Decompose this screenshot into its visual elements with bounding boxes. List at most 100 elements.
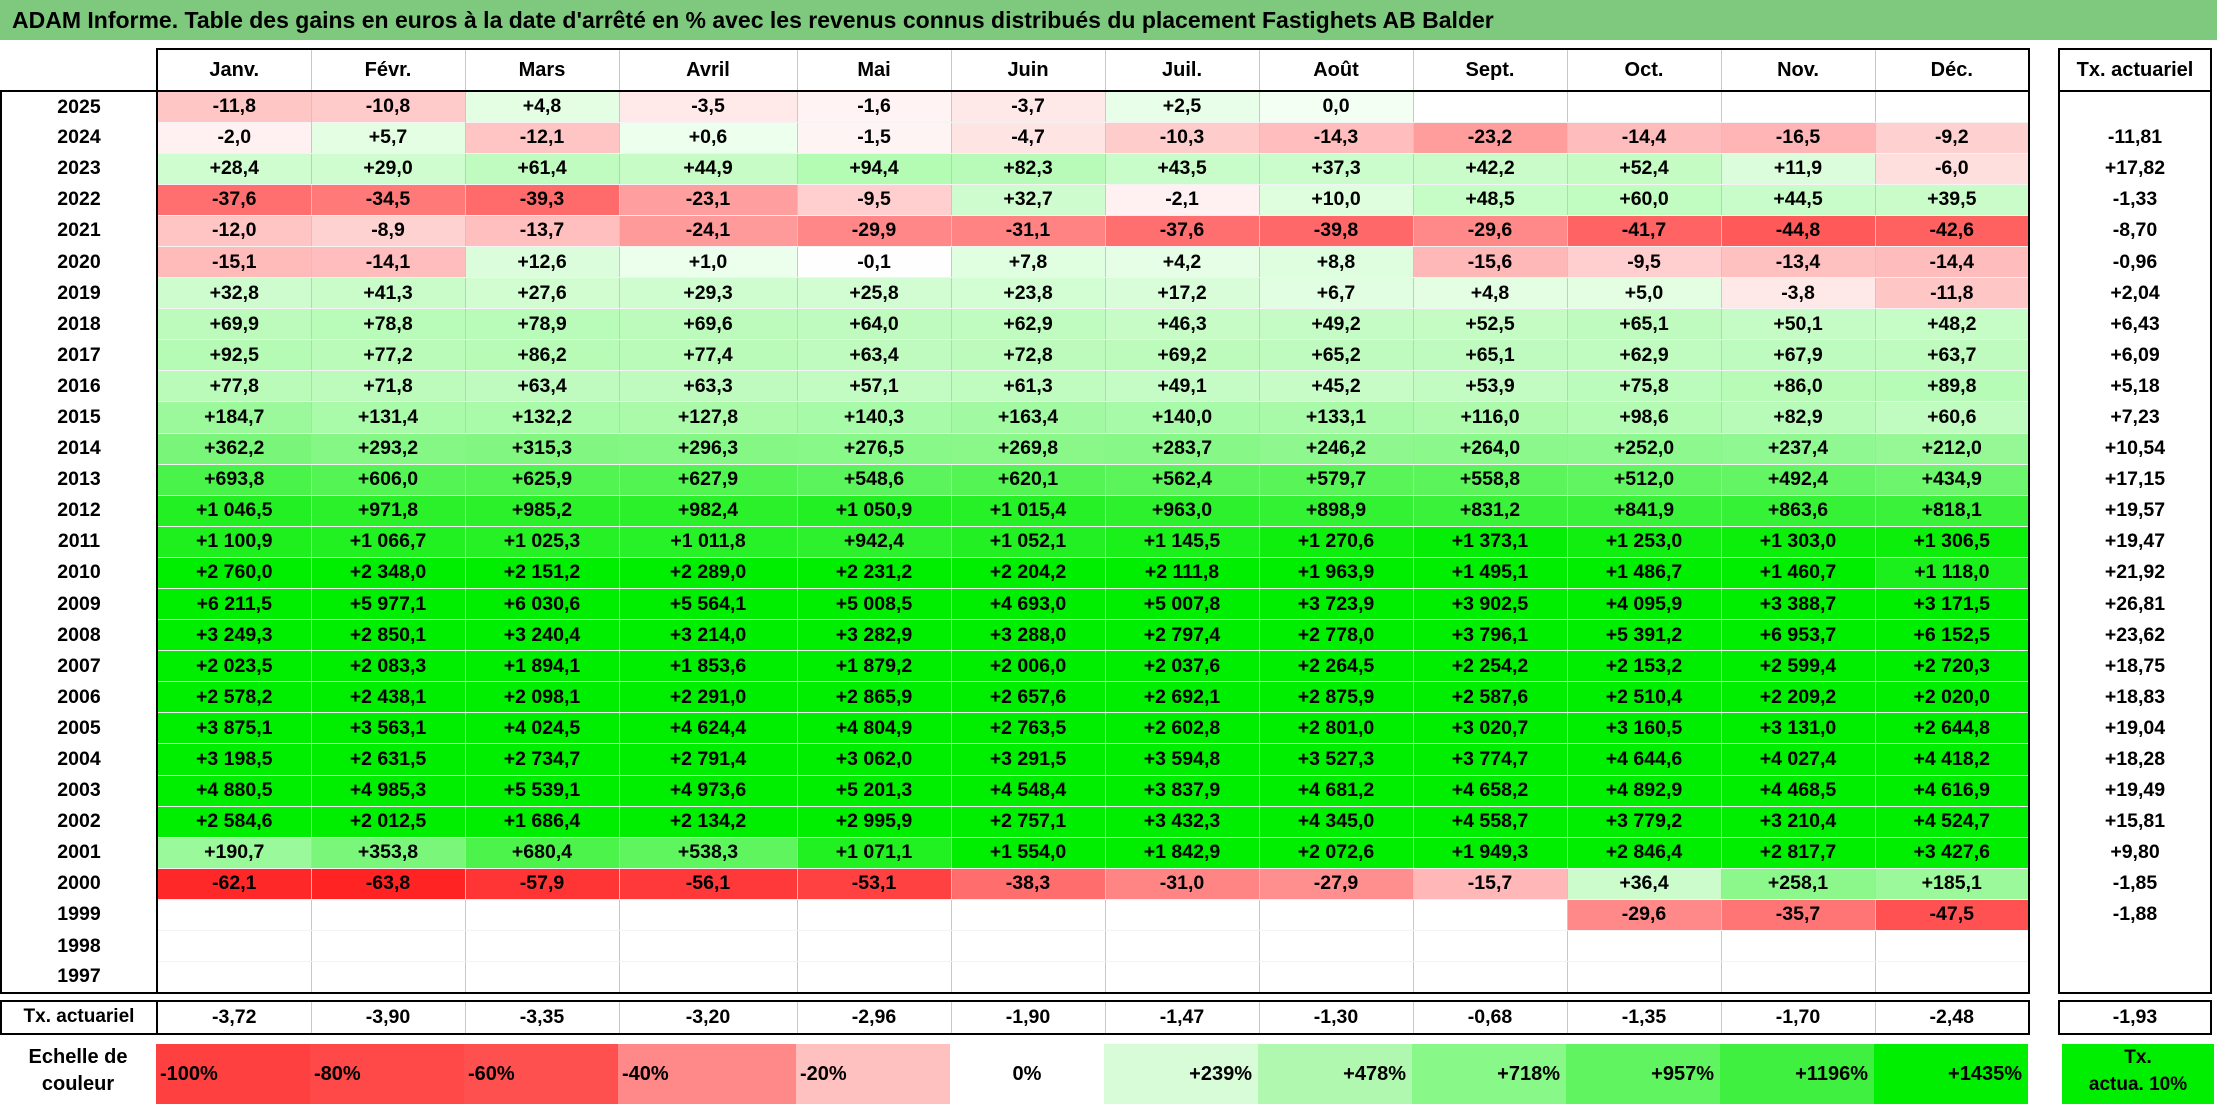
month-value: +246,2	[1258, 432, 1414, 465]
month-value: -47,5	[1874, 898, 2030, 932]
month-value: -35,7	[1720, 898, 1876, 932]
month-value: +3 837,9	[1104, 774, 1260, 807]
month-value: +62,9	[1566, 339, 1722, 372]
month-value: +2 850,1	[310, 619, 466, 652]
month-value: +4 693,0	[950, 587, 1106, 621]
month-value: +2 817,7	[1720, 836, 1876, 869]
month-value: -13,4	[1720, 245, 1876, 279]
table-row: 2017 +92,5 +77,2 +86,2 +77,4 +63,4 +72,8 +69,2 +…	[0, 339, 2212, 372]
month-value: 0,0	[1258, 90, 1414, 123]
month-value: -44,8	[1720, 214, 1876, 247]
month-value: +3 020,7	[1412, 712, 1568, 745]
legend-rate-swatch: Tx. actua. 10%	[2062, 1044, 2214, 1104]
month-value: +5 201,3	[796, 774, 952, 807]
month-value: +1 118,0	[1874, 556, 2030, 590]
year-label: 2022	[0, 184, 158, 216]
month-value: +512,0	[1566, 463, 1722, 496]
month-value: +1 011,8	[618, 525, 798, 558]
month-value: +2 037,6	[1104, 650, 1260, 683]
month-value: +2 098,1	[464, 681, 620, 714]
month-value: +4 418,2	[1874, 743, 2030, 776]
month-value: -15,7	[1412, 867, 1568, 900]
month-value: +2 584,6	[156, 805, 312, 838]
month-value: +72,8	[950, 339, 1106, 372]
row-rate: +15,81	[2058, 806, 2212, 838]
month-value	[1104, 930, 1260, 963]
month-value: +1 303,0	[1720, 525, 1876, 558]
month-value: +67,9	[1720, 339, 1876, 372]
column-gap	[2029, 153, 2059, 185]
rate-header: Tx. actuariel	[2058, 48, 2212, 92]
column-gap	[2029, 401, 2059, 434]
month-value: +2 289,0	[618, 556, 798, 590]
month-value: +3 527,3	[1258, 743, 1414, 776]
month-value: +4 880,5	[156, 774, 312, 807]
month-value: +1 050,9	[796, 494, 952, 527]
month-value: +1 853,6	[618, 650, 798, 683]
month-value: +60,6	[1874, 401, 2030, 434]
row-rate: +19,47	[2058, 526, 2212, 558]
legend-swatch: +1435%	[1874, 1044, 2028, 1104]
column-gap	[2029, 495, 2059, 527]
column-gap	[2029, 806, 2059, 838]
month-value: -42,6	[1874, 214, 2030, 247]
month-value: +2 791,4	[618, 743, 798, 776]
month-value: +3 214,0	[618, 619, 798, 652]
month-value: +4,2	[1104, 245, 1260, 279]
month-value: +276,5	[796, 432, 952, 465]
column-gap	[2029, 464, 2059, 496]
year-label: 2008	[0, 619, 158, 651]
column-gap	[2029, 277, 2059, 309]
legend-swatch: +718%	[1412, 1044, 1566, 1104]
table-row: 1999 -29,6 -35,7 -47,5 -1,88	[0, 898, 2212, 932]
month-value: +693,8	[156, 463, 312, 496]
table-row: 2014 +362,2 +293,2 +315,3 +296,3 +276,5 +269,8…	[0, 432, 2212, 465]
month-value: +1 145,5	[1104, 525, 1260, 558]
month-value	[464, 961, 620, 994]
month-value	[1874, 930, 2030, 963]
year-label: 2004	[0, 743, 158, 776]
year-label: 2024	[0, 122, 158, 154]
legend-label-line1: Echelle de	[28, 1046, 128, 1068]
column-gap	[2029, 837, 2059, 869]
month-value: +140,3	[796, 401, 952, 434]
month-value: +23,8	[950, 277, 1106, 310]
month-value: -3,5	[618, 90, 798, 123]
month-value: +863,6	[1720, 494, 1876, 527]
row-rate: +23,62	[2058, 619, 2212, 651]
column-gap	[2029, 775, 2059, 807]
month-value: -53,1	[796, 867, 952, 900]
month-value	[618, 961, 798, 994]
month-value: +4 024,5	[464, 712, 620, 745]
month-value: -41,7	[1566, 214, 1722, 247]
year-label: 1997	[0, 961, 158, 994]
table-row: 2018 +69,9 +78,8 +78,9 +69,6 +64,0 +62,9 +46,3 +…	[0, 308, 2212, 341]
month-value: +818,1	[1874, 494, 2030, 527]
month-value: +4 804,9	[796, 712, 952, 745]
row-rate: -1,88	[2058, 899, 2212, 931]
month-value: +184,7	[156, 401, 312, 434]
table-row: 2021 -12,0 -8,9 -13,7 -24,1 -29,9 -31,1 -37,6 -3…	[0, 214, 2212, 247]
month-value: -27,9	[1258, 867, 1414, 900]
year-label: 2025	[0, 89, 158, 123]
column-gap	[2029, 184, 2059, 216]
month-value: -23,2	[1412, 121, 1568, 154]
month-value: +6 211,5	[156, 587, 312, 621]
year-label: 1998	[0, 930, 158, 962]
month-value: +48,2	[1874, 308, 2030, 341]
month-value: +2 111,8	[1104, 556, 1260, 590]
month-value: -31,1	[950, 214, 1106, 247]
month-value: +3 249,3	[156, 619, 312, 652]
table-row: 2009 +6 211,5 +5 977,1 +6 030,6 +5 564,1 +5 0…	[0, 587, 2212, 621]
column-gap	[2029, 433, 2059, 465]
month-value: +71,8	[310, 370, 466, 403]
month-value	[1566, 930, 1722, 963]
average-value: -3,35	[464, 999, 620, 1035]
month-value	[1720, 961, 1876, 994]
month-value: +3 902,5	[1412, 587, 1568, 621]
year-label: 2003	[0, 775, 158, 807]
month-value: +49,2	[1258, 308, 1414, 341]
month-value	[310, 898, 466, 932]
month-value: +77,2	[310, 339, 466, 372]
month-value: +2 757,1	[950, 805, 1106, 838]
